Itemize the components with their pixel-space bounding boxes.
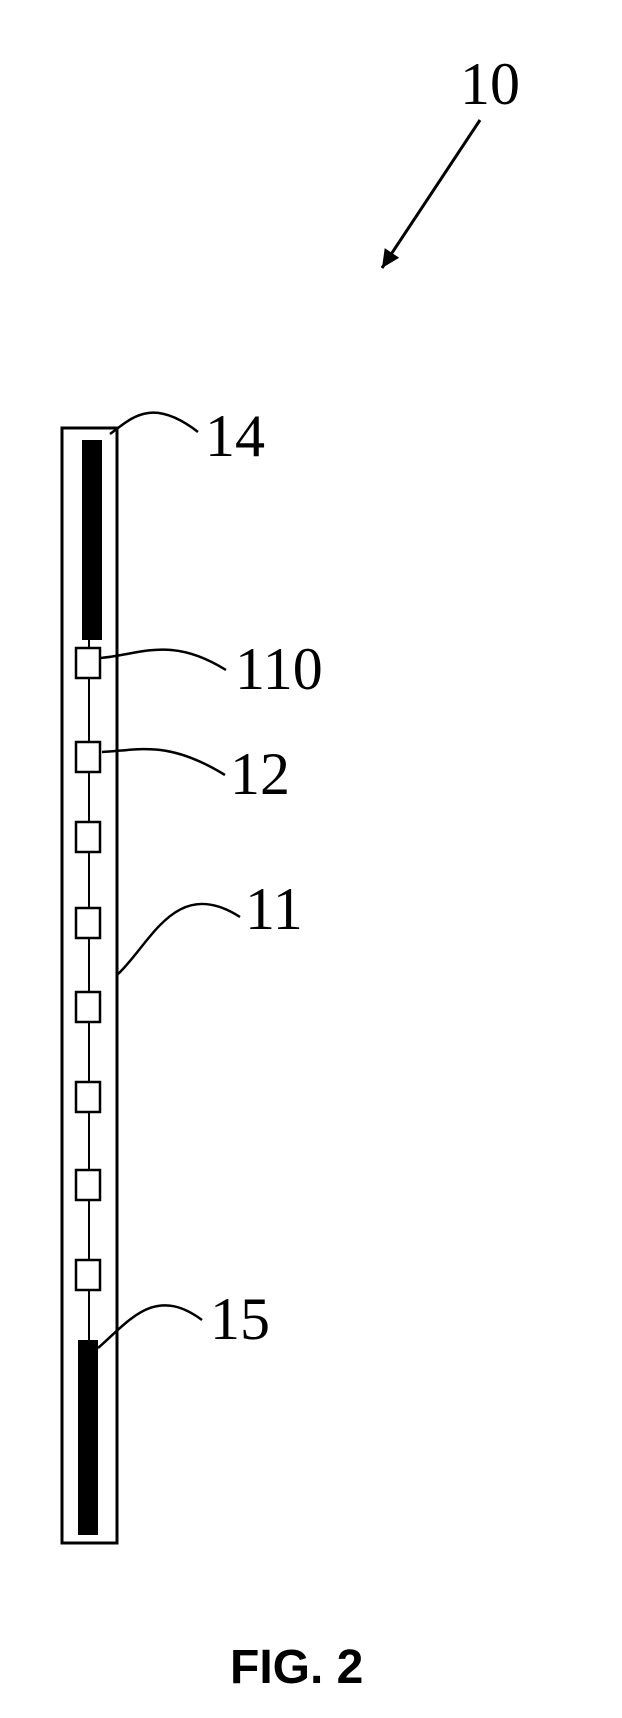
figure-diagram <box>0 0 622 1718</box>
leader-12 <box>102 749 225 775</box>
small-box <box>76 992 100 1022</box>
bottom-block <box>78 1340 98 1535</box>
small-box <box>76 1170 100 1200</box>
leader-14 <box>110 413 198 434</box>
small-box <box>76 742 100 772</box>
figure-caption: FIG. 2 <box>230 1640 363 1695</box>
small-box <box>76 1082 100 1112</box>
leader-11 <box>117 904 240 975</box>
label-10: 10 <box>460 50 520 119</box>
small-box <box>76 648 100 678</box>
small-box <box>76 1260 100 1290</box>
arrow-10 <box>382 120 480 268</box>
label-11: 11 <box>245 875 303 944</box>
small-box <box>76 822 100 852</box>
leader-110 <box>100 650 226 670</box>
label-14: 14 <box>205 402 265 471</box>
label-15: 15 <box>210 1285 270 1354</box>
label-12: 12 <box>230 740 290 809</box>
small-box <box>76 908 100 938</box>
top-block <box>82 440 102 640</box>
label-110: 110 <box>235 635 323 704</box>
